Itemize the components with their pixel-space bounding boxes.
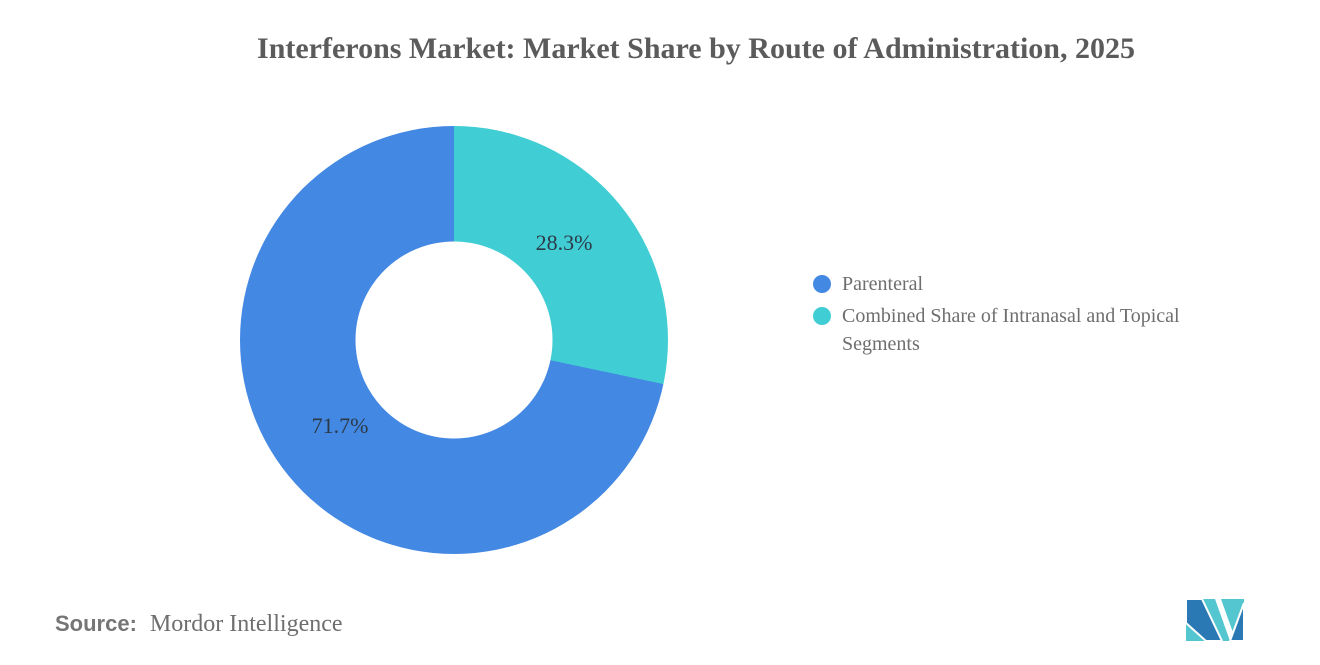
- legend-swatch-intranasal-topical: [813, 307, 831, 325]
- source-label: Source:: [55, 611, 137, 636]
- logo-blue-triangle: [1228, 602, 1245, 641]
- legend-swatch-parenteral: [813, 275, 831, 293]
- donut-hole: [355, 241, 553, 439]
- source-row: Source: Mordor Intelligence: [55, 611, 343, 638]
- donut-chart: 28.3% 71.7%: [240, 126, 668, 554]
- legend: Parenteral Combined Share of Intranasal …: [813, 270, 1253, 358]
- legend-item-parenteral[interactable]: Parenteral: [813, 270, 1253, 298]
- logo-white-gap: [1215, 599, 1236, 641]
- slice-label-intranasal-topical: 28.3%: [535, 230, 593, 255]
- legend-item-intranasal-topical[interactable]: Combined Share of Intranasal and Topical…: [813, 302, 1253, 358]
- mordor-intelligence-logo: [1185, 599, 1245, 641]
- chart-title: Interferons Market: Market Share by Rout…: [257, 32, 1135, 65]
- slice-label-parenteral: 71.7%: [311, 413, 369, 438]
- legend-label-parenteral: Parenteral: [842, 273, 924, 295]
- legend-label-intranasal-topical: Combined Share of Intranasal and Topical…: [842, 305, 1180, 355]
- source-value: Mordor Intelligence: [149, 611, 343, 637]
- logo-blue-band: [1185, 599, 1224, 641]
